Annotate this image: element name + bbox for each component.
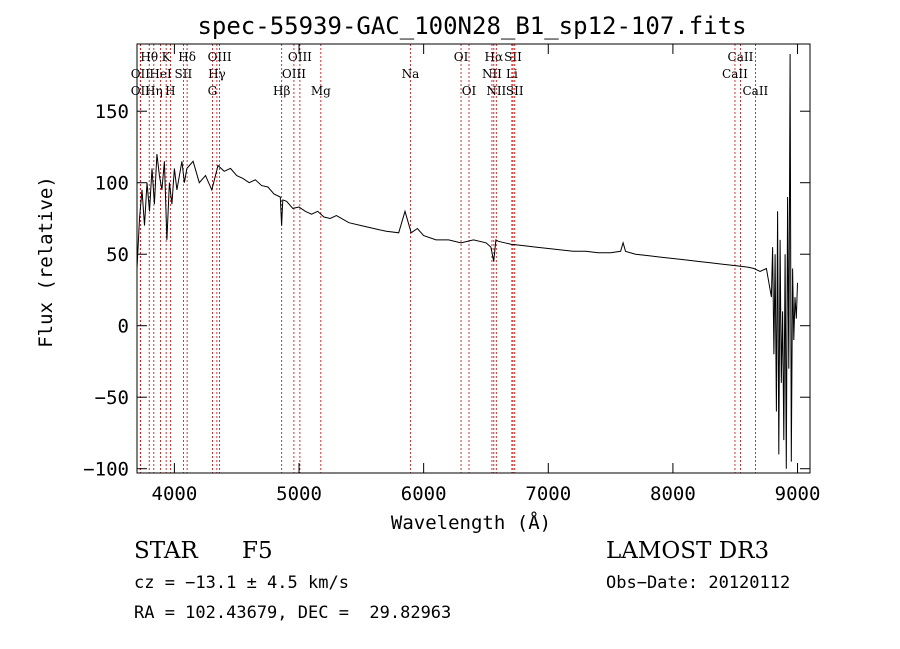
- line-label-16: Na: [402, 67, 420, 81]
- line-label-23: Li: [506, 67, 518, 81]
- line-label-26: CaII: [722, 67, 748, 81]
- line-label-4: HeI: [149, 67, 172, 81]
- survey-name: LAMOST DR3: [606, 538, 770, 564]
- line-label-25: CaII: [728, 50, 754, 64]
- y-axis-label: Flux (relative): [35, 176, 57, 348]
- x-tick-label: 8000: [650, 483, 696, 505]
- line-label-3: K: [162, 50, 172, 64]
- x-tick-label: 4000: [152, 483, 198, 505]
- line-label-0: Hθ: [140, 50, 158, 64]
- line-label-5: Hη: [145, 84, 163, 98]
- line-label-6: Hδ: [178, 50, 196, 64]
- y-tick-label: 50: [106, 244, 129, 266]
- y-tick-label: 0: [118, 316, 129, 338]
- line-label-27: CaII: [742, 84, 768, 98]
- x-axis-label: Wavelength (Å): [391, 511, 551, 534]
- observation-date: Obs−Date: 20120112: [606, 573, 791, 593]
- line-label-10: Hγ: [208, 67, 226, 81]
- line-label-22: SII: [504, 50, 522, 64]
- line-label-18: OI: [462, 84, 477, 98]
- x-tick-label: 6000: [401, 483, 447, 505]
- line-label-2: OII: [131, 84, 151, 98]
- line-label-15: Mg: [311, 84, 331, 98]
- x-tick-label: 5000: [276, 483, 322, 505]
- line-label-14: Hβ: [273, 84, 290, 98]
- plot-frame: [136, 43, 811, 474]
- x-tick-label: 9000: [775, 483, 821, 505]
- axis-ticks: 4000 5000 6000 7000 8000 9000 −100 −50 0 50 100 150: [83, 44, 820, 505]
- line-label-19: Hα: [485, 50, 504, 64]
- x-tick-label: 7000: [525, 483, 571, 505]
- line-label-17: OI: [454, 50, 469, 64]
- y-tick-label: −100: [83, 459, 129, 481]
- line-label-13: OIII: [282, 67, 306, 81]
- line-label-11: G: [208, 84, 218, 98]
- chart-title: spec-55939-GAC_100N28_B1_sp12-107.fits: [197, 12, 746, 40]
- line-label-12: OIII: [288, 50, 312, 64]
- y-tick-label: −50: [95, 387, 129, 409]
- series-layer: [136, 53, 798, 469]
- line-label-20: NII: [482, 67, 502, 81]
- coordinates: RA = 102.43679, DEC = 29.82963: [134, 603, 452, 623]
- y-tick-label: 100: [95, 173, 129, 195]
- y-tick-label: 150: [95, 101, 129, 123]
- redshift-value: cz = −13.1 ± 4.5 km/s: [134, 573, 349, 593]
- line-label-9: OIII: [208, 50, 232, 64]
- object-subclass: F5: [242, 538, 273, 564]
- line-label-21: NII: [486, 84, 506, 98]
- object-class: STAR: [134, 538, 198, 564]
- line-label-7: SII: [175, 67, 193, 81]
- line-label-24: SII: [506, 84, 524, 98]
- line-label-8: H: [165, 84, 175, 98]
- series-flux: [136, 53, 798, 469]
